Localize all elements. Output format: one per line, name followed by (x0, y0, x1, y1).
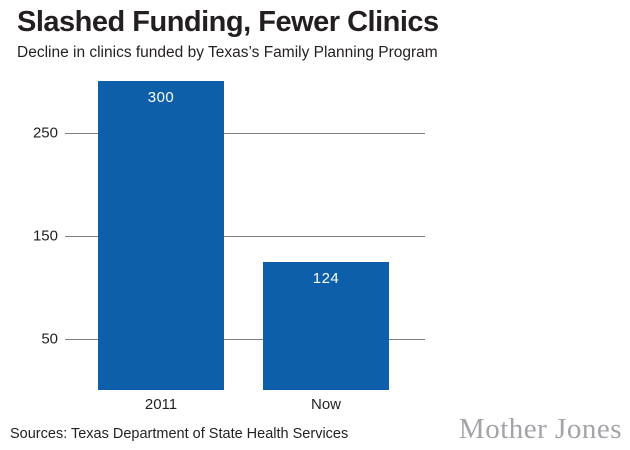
y-axis-tick-label: 150 (32, 227, 58, 244)
bar-now: 124 (263, 262, 389, 390)
bar-value-label: 300 (147, 89, 175, 106)
chart-title: Slashed Funding, Fewer Clinics (17, 6, 439, 38)
mother-jones-logo: Mother Jones (458, 413, 622, 445)
gridline (65, 338, 425, 340)
bar-value-label: 124 (312, 270, 340, 288)
chart-subtitle: Decline in clinics funded by Texas’s Fam… (17, 44, 438, 61)
y-axis-tick-label: 250 (32, 124, 58, 141)
x-axis-category-label: Now (310, 396, 341, 413)
gridline (65, 132, 425, 134)
sources-note: Sources: Texas Department of State Healt… (10, 426, 349, 442)
gridline (65, 235, 425, 237)
bar-2011: 300 (98, 81, 224, 390)
y-axis-tick-label: 50 (41, 330, 58, 347)
x-axis-category-label: 2011 (144, 396, 178, 413)
